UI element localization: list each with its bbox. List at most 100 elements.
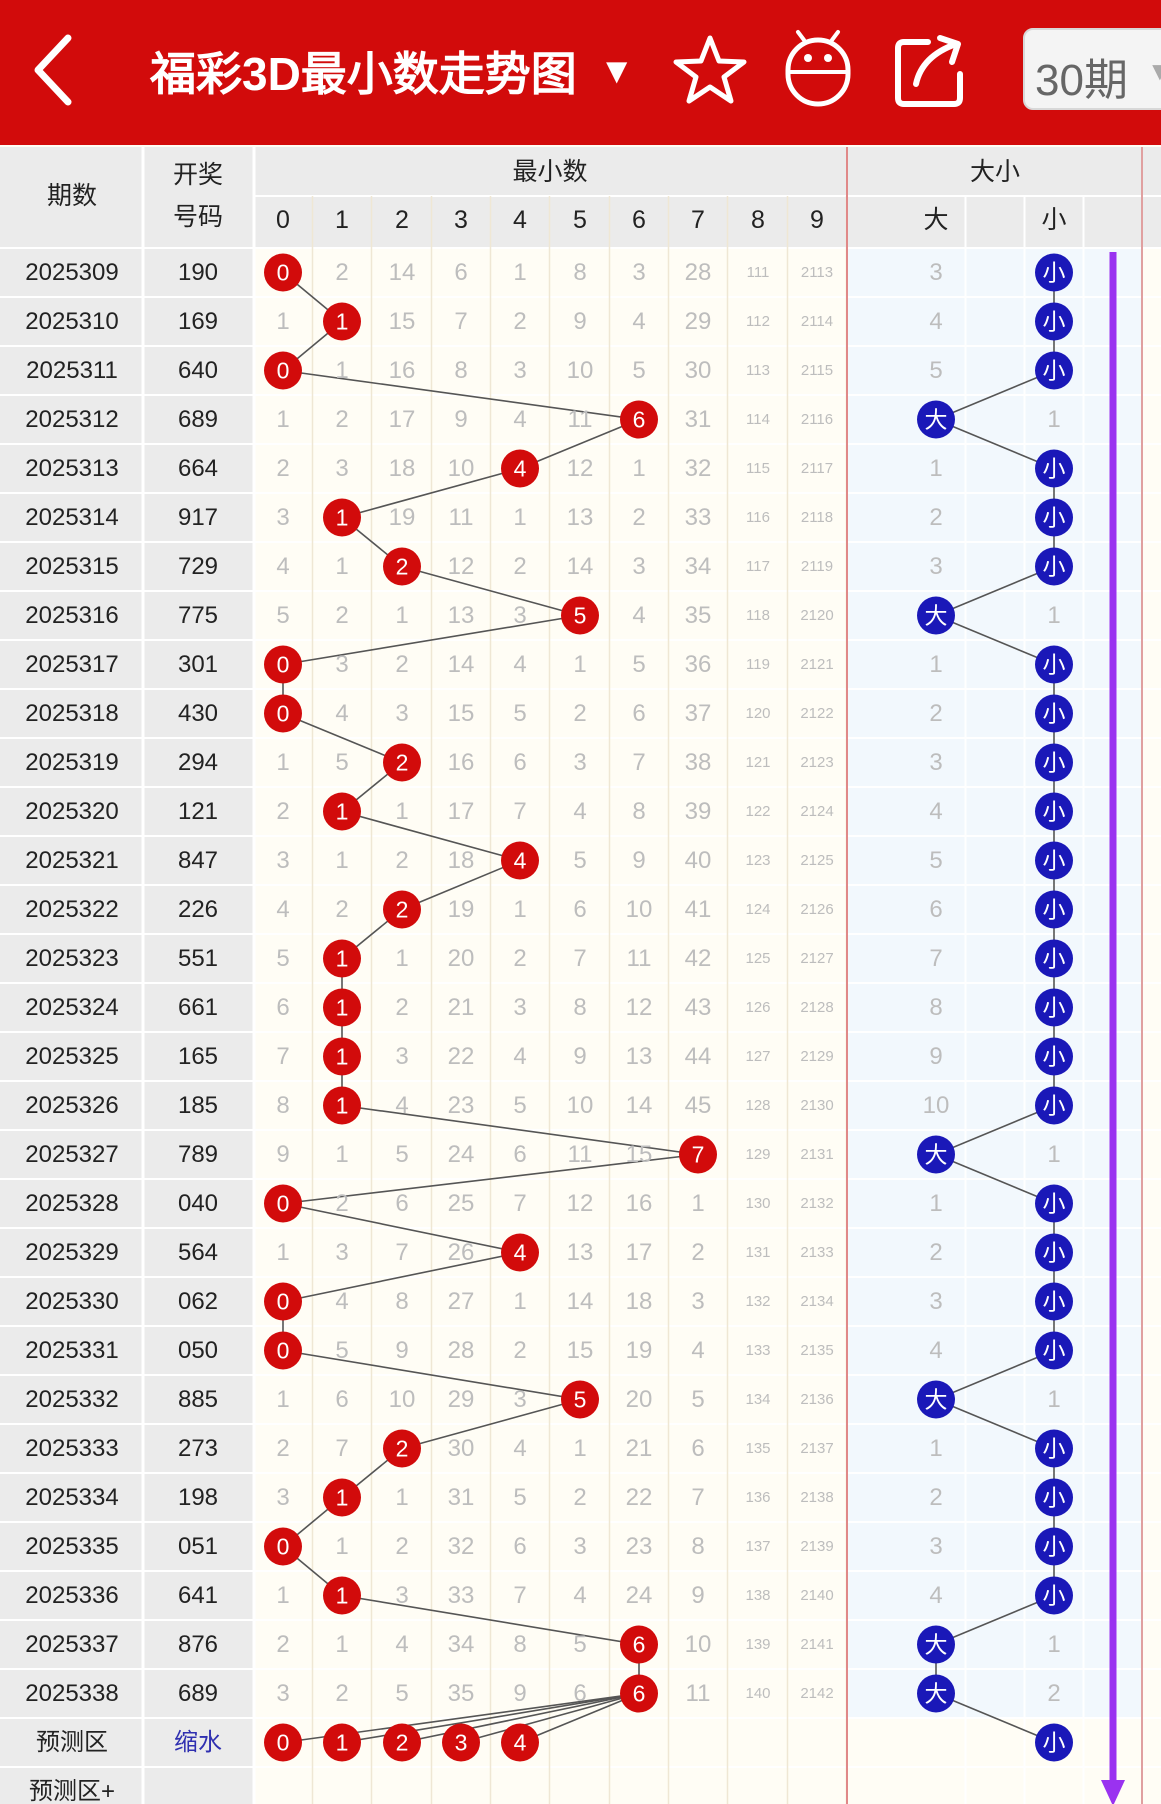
- size-ball-label: 大: [925, 1632, 948, 1658]
- size-column-background: [847, 1375, 1141, 1424]
- min-column-header: 5: [573, 206, 587, 234]
- miss-count-cell: 2: [276, 798, 289, 825]
- size-ball: [917, 1625, 955, 1664]
- miss-count-cell: 5: [335, 749, 348, 776]
- min-ball: [620, 1674, 658, 1713]
- miss-count-cell: 22: [626, 1484, 653, 1511]
- prediction-size-ball[interactable]: [1035, 1723, 1073, 1762]
- prediction-ball[interactable]: [323, 1723, 361, 1762]
- share-icon[interactable]: [888, 28, 972, 112]
- size-trend-line: [935, 1104, 1055, 1156]
- miss-count-cell: 6: [513, 1141, 526, 1168]
- min-ball: [323, 988, 361, 1027]
- miss-count-cell: 120: [745, 705, 770, 722]
- prediction-ball[interactable]: [264, 1723, 302, 1762]
- size-ball: [917, 1674, 955, 1713]
- prediction-ball[interactable]: [442, 1723, 480, 1762]
- min-ball: [620, 400, 658, 439]
- miss-count-cell: 3: [513, 1386, 526, 1413]
- min-ball: [561, 1380, 599, 1419]
- min-ball-label: 0: [277, 701, 290, 727]
- min-ball: [264, 1331, 302, 1370]
- miss-count-cell: 8: [454, 357, 467, 384]
- prediction-line: [401, 1692, 640, 1744]
- miss-count-cell: 14: [389, 259, 416, 286]
- size-miss-cell: 3: [929, 1533, 942, 1560]
- miss-count-cell: 34: [448, 1631, 475, 1658]
- arrow-down-icon: [1101, 1780, 1125, 1804]
- miss-count-cell: 4: [632, 308, 645, 335]
- min-ball: [679, 1135, 717, 1174]
- miss-count-cell: 16: [389, 357, 416, 384]
- size-column-background: [847, 395, 1141, 444]
- trend-line: [282, 369, 640, 421]
- size-column-background: [847, 787, 1141, 836]
- miss-count-cell: 18: [389, 455, 416, 482]
- miss-count-cell: 12: [567, 455, 594, 482]
- miss-count-cell: 135: [745, 1440, 770, 1457]
- size-miss-cell: 2: [929, 700, 942, 727]
- size-column-background: [847, 934, 1141, 983]
- period-selector[interactable]: 30期 ▼: [1023, 28, 1161, 110]
- prediction-row-label: 预测区: [36, 1729, 108, 1756]
- page-title: 福彩3D最小数走势图: [150, 48, 577, 100]
- min-column-header: 9: [810, 206, 824, 234]
- period-cell: 2025327: [25, 1141, 118, 1168]
- miss-count-cell: 6: [335, 1386, 348, 1413]
- miss-count-cell: 6: [513, 749, 526, 776]
- miss-count-cell: 24: [626, 1582, 653, 1609]
- min-ball-label: 0: [277, 1338, 290, 1364]
- miss-count-cell: 8: [513, 1631, 526, 1658]
- min-ball-label: 1: [336, 1093, 349, 1119]
- miss-count-cell: 10: [567, 1092, 594, 1119]
- prediction-ball[interactable]: [501, 1723, 539, 1762]
- size-column-background: [847, 542, 1141, 591]
- draw-cell: 185: [178, 1092, 218, 1119]
- miss-count-cell: 9: [395, 1337, 408, 1364]
- size-ball: [1035, 547, 1073, 586]
- miss-count-cell: 3: [276, 1680, 289, 1707]
- size-ball-label: 大: [925, 407, 948, 433]
- miss-count-cell: 11: [686, 1680, 711, 1707]
- size-trend-line: [935, 1349, 1055, 1401]
- miss-count-cell: 27: [448, 1288, 475, 1315]
- miss-count-cell: 2129: [800, 1048, 833, 1065]
- robot-icon[interactable]: [776, 28, 860, 112]
- chart-title-dropdown[interactable]: 福彩3D最小数走势图 ▼: [150, 36, 634, 106]
- back-chevron-icon[interactable]: [28, 30, 84, 110]
- miss-count-cell: 2123: [800, 754, 833, 771]
- miss-count-cell: 4: [632, 602, 645, 629]
- miss-count-cell: 3: [335, 455, 348, 482]
- size-ball-label: 小: [1043, 1093, 1066, 1119]
- miss-count-cell: 1: [276, 1582, 289, 1609]
- period-cell: 2025335: [25, 1533, 118, 1560]
- draw-cell: 876: [178, 1631, 218, 1658]
- miss-count-cell: 3: [513, 357, 526, 384]
- miss-count-cell: 1: [276, 1386, 289, 1413]
- miss-count-cell: 2118: [801, 509, 833, 526]
- prediction-ball[interactable]: [383, 1723, 421, 1762]
- miss-count-cell: 2137: [800, 1440, 833, 1457]
- size-miss-cell: 3: [929, 1288, 942, 1315]
- size-miss-cell: 5: [929, 847, 942, 874]
- size-ball: [1035, 1282, 1073, 1321]
- size-miss-cell: 1: [1047, 406, 1060, 433]
- miss-count-cell: 114: [746, 411, 770, 428]
- miss-count-cell: 15: [567, 1337, 594, 1364]
- miss-count-cell: 37: [685, 700, 712, 727]
- miss-count-cell: 35: [685, 602, 712, 629]
- draw-cell: 301: [178, 651, 218, 678]
- miss-count-cell: 8: [632, 798, 645, 825]
- miss-count-cell: 1: [513, 504, 526, 531]
- miss-count-cell: 9: [691, 1582, 704, 1609]
- draw-header: 号码: [173, 203, 223, 231]
- miss-count-cell: 140: [745, 1685, 770, 1702]
- miss-count-cell: 116: [746, 509, 770, 526]
- miss-count-cell: 115: [746, 460, 770, 477]
- star-icon[interactable]: [668, 28, 752, 112]
- miss-count-cell: 25: [448, 1190, 475, 1217]
- miss-count-cell: 7: [573, 945, 586, 972]
- size-column-background: [847, 1620, 1141, 1669]
- miss-count-cell: 1: [276, 749, 289, 776]
- min-ball-label: 0: [277, 1534, 290, 1560]
